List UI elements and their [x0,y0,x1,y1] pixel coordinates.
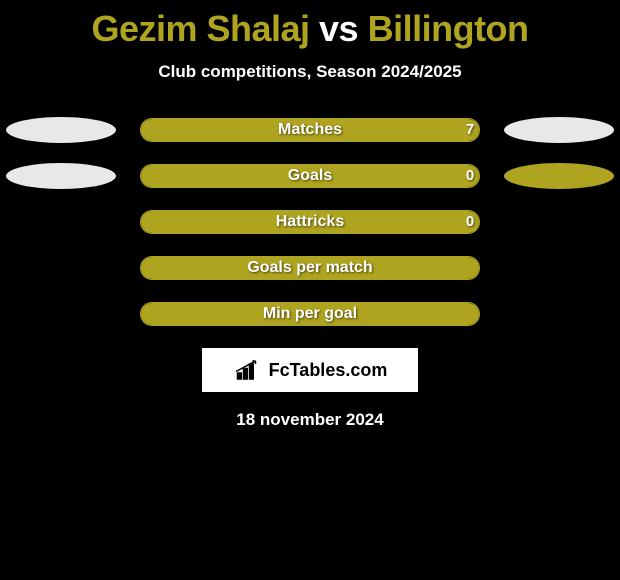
stat-bar-fill [141,303,479,325]
stat-bar-track [140,118,480,142]
player1-indicator-oval [6,117,116,143]
stat-bar-fill [141,257,479,279]
stat-bar-fill [141,165,479,187]
stat-row: Goals per match [0,256,620,280]
stat-row: Matches7 [0,118,620,142]
stat-row: Hattricks0 [0,210,620,234]
source-badge[interactable]: FcTables.com [202,348,418,392]
player2-name: Billington [368,8,529,49]
stat-bar-track [140,164,480,188]
fctables-logo-icon [233,359,263,381]
player1-indicator-oval [6,163,116,189]
stat-bar-track [140,256,480,280]
comparison-title: Gezim Shalaj vs Billington [0,0,620,50]
player2-indicator-oval [504,117,614,143]
player2-indicator-oval [504,163,614,189]
snapshot-date: 18 november 2024 [0,410,620,430]
stat-row: Goals0 [0,164,620,188]
stat-bar-track [140,302,480,326]
stat-row: Min per goal [0,302,620,326]
badge-text: FcTables.com [269,360,388,381]
vs-separator: vs [310,8,368,49]
subtitle: Club competitions, Season 2024/2025 [0,62,620,82]
stat-bar-fill [141,211,479,233]
player1-name: Gezim Shalaj [91,8,309,49]
stats-container: Matches7 Goals0 Hattricks0 Goals per match M… [0,118,620,326]
stat-bar-fill [141,119,479,141]
stat-bar-track [140,210,480,234]
